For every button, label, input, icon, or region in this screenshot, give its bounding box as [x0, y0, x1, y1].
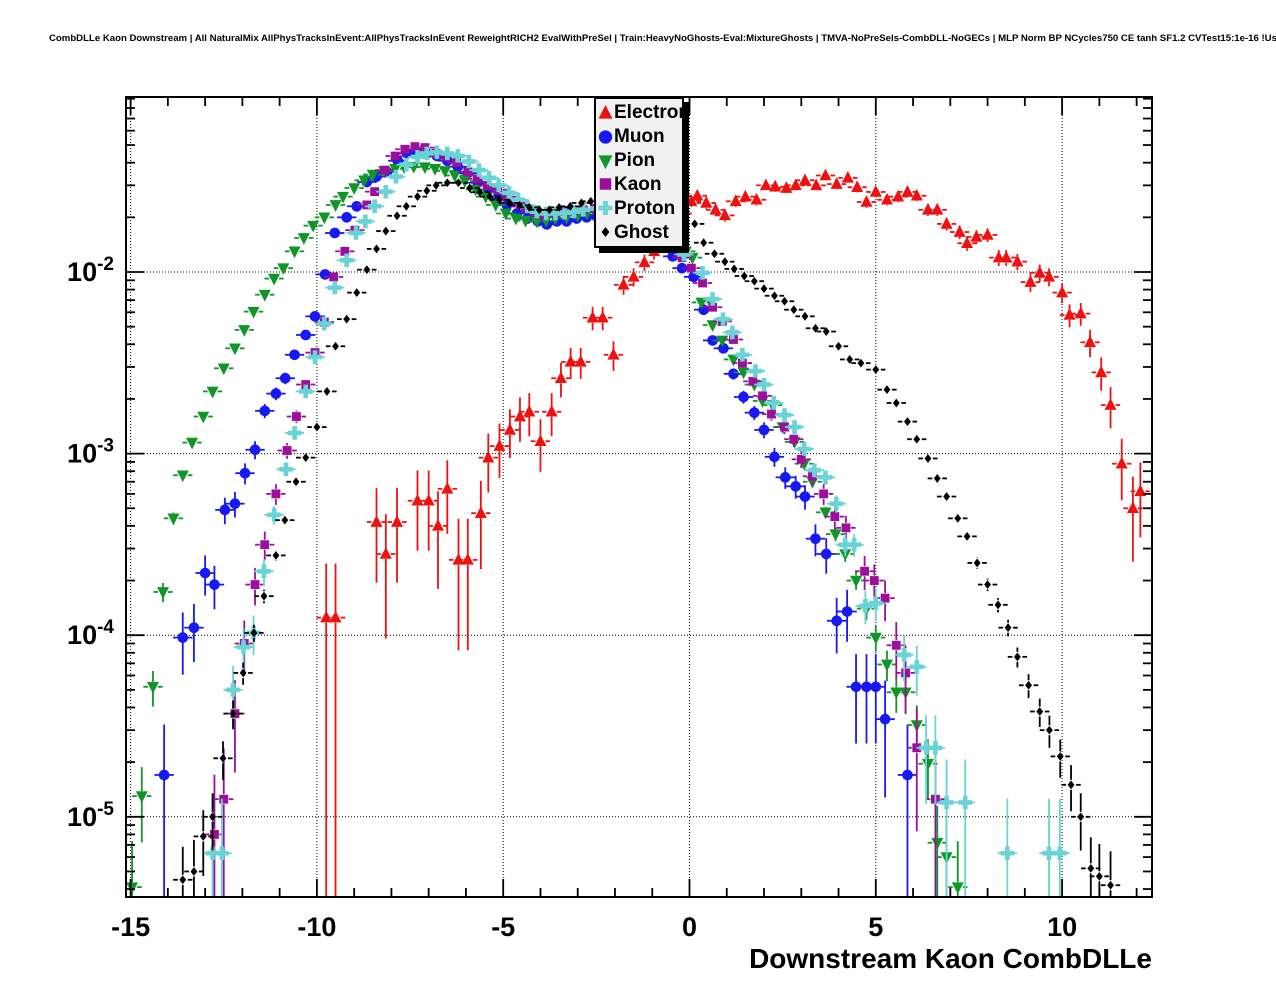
legend-item-electron: Electron [597, 101, 690, 125]
x-tick-label: 0 [682, 912, 697, 942]
axis-labels: -15 -10 -5 0 5 10 10-2 10-3 10-4 10-5 Downstream K… [67, 254, 1152, 974]
legend-label: Muon [614, 126, 665, 148]
legend: Electron Muon Pion Kaon Proton Ghost [594, 97, 690, 248]
legend-item-proton: Proton [597, 196, 682, 220]
legend-label: Ghost [614, 221, 669, 243]
y-tick-label: 10-4 [67, 617, 114, 650]
series-ghost [173, 178, 1121, 897]
y-tick-label: 10-2 [67, 254, 114, 287]
series-muon [154, 147, 918, 897]
diamond-marker-icon [597, 222, 614, 242]
legend-item-kaon: Kaon [597, 172, 682, 196]
legend-label: Electron [614, 102, 691, 124]
gridlines [126, 97, 1152, 897]
plot-title: CombDLLe Kaon Downstream | All NaturalMi… [49, 33, 1276, 44]
series-electron [316, 168, 1151, 897]
x-tick-label: 10 [1047, 912, 1077, 942]
legend-label: Pion [614, 150, 656, 172]
legend-item-ghost: Ghost [597, 220, 682, 244]
square-marker-icon [597, 174, 614, 194]
x-tick-label: -5 [491, 912, 515, 942]
y-tick-label: 10-5 [67, 799, 114, 832]
x-tick-label: 5 [868, 912, 883, 942]
series-proton [202, 145, 1070, 897]
x-tick-label: -15 [111, 912, 150, 942]
data-points [126, 142, 1151, 897]
legend-label: Kaon [614, 173, 662, 195]
circle-marker-icon [597, 127, 614, 147]
triangle-down-marker-icon [597, 151, 614, 171]
x-axis-title: Downstream Kaon CombDLLe [749, 943, 1152, 974]
y-tick-label: 10-3 [67, 436, 114, 469]
legend-label: Proton [614, 197, 676, 219]
legend-item-muon: Muon [597, 125, 682, 149]
legend-item-pion: Pion [597, 149, 682, 173]
series-kaon [204, 142, 946, 897]
x-tick-label: -10 [297, 912, 336, 942]
cross-marker-icon [597, 198, 614, 218]
triangle-up-marker-icon [597, 103, 614, 123]
